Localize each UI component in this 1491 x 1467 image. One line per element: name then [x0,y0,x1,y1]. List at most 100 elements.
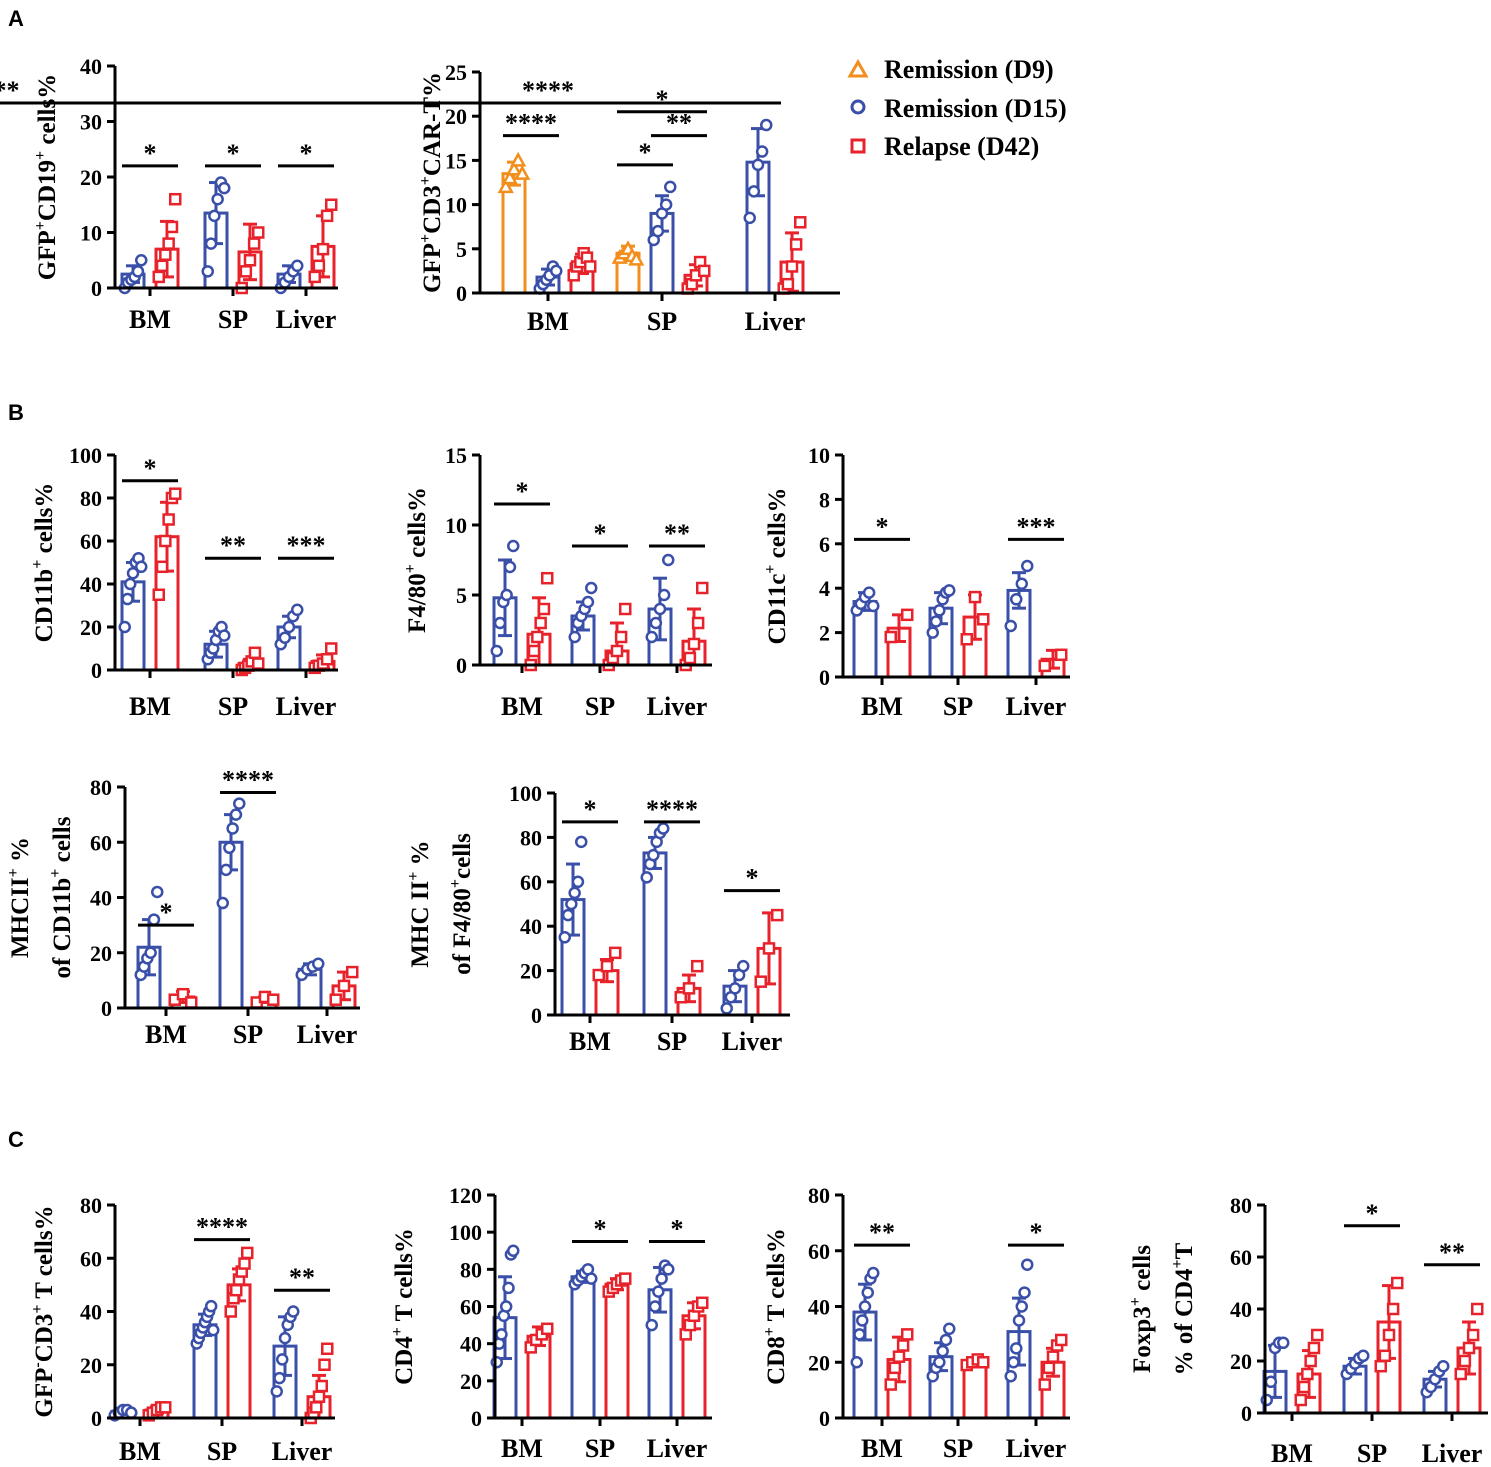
y-tick-label: 0 [91,1406,102,1431]
point-square [1311,1328,1324,1342]
point-square [1055,1333,1068,1347]
bar-group-d15 [295,957,325,1010]
point-circle [585,1272,598,1285]
point-circle [943,1322,956,1336]
point-circle [755,145,769,158]
y-axis-label: F4/80+ cells% [402,487,431,633]
point-circle [862,586,876,599]
point-circle [126,567,140,580]
point-square [185,996,198,1009]
significance-label: * [594,519,607,548]
bar-group-d15 [190,1299,220,1420]
point-square [1294,1393,1307,1407]
point-circle [273,1371,286,1385]
point-circle [1007,1356,1020,1369]
y-axis-label: GFP-CD3+ T cells% [29,1205,58,1417]
point-circle [500,588,513,602]
point-square [884,1378,897,1391]
point-square [794,216,807,229]
point-square [762,942,776,955]
y-tick-label: 10 [808,443,830,468]
y-tick-label: 20 [80,615,102,640]
x-tick-label: BM [501,1434,543,1463]
point-square [312,1390,326,1403]
bar-group-d42 [592,946,622,1017]
point-square [1304,1354,1317,1368]
point-square [159,248,172,261]
significance-label: ** [1439,1238,1465,1267]
point-circle [1010,593,1023,606]
bar-group-d15 [568,1263,598,1420]
point-square [696,1296,709,1310]
point-square [247,237,261,250]
significance-label: * [594,1214,607,1243]
point-square [534,616,547,630]
bar-group-d15 [1420,1359,1450,1415]
point-circle [218,181,231,195]
point-circle [226,822,239,835]
bar-group-d9 [611,240,645,295]
bar [570,1275,596,1420]
y-tick-label: 0 [471,1406,482,1431]
point-circle [645,630,658,644]
point-circle [1010,1342,1023,1355]
legend: Remission (D9) Remission (D15) Relapse (… [847,55,1067,161]
point-circle [1264,1375,1278,1389]
point-square [892,1350,906,1363]
significance-label: *** [0,76,20,105]
point-circle [571,875,585,889]
y-tick-label: 15 [445,443,467,468]
ylabel-part: + [762,565,779,574]
point-square [1454,1367,1467,1381]
point-square [977,1356,990,1369]
bar-group-d15 [850,1266,880,1420]
point-square [325,198,338,211]
y-axis-label-2: of F4/80+cells [447,833,476,975]
bar-group-d42 [679,581,709,672]
bar-group-d42 [524,1322,554,1420]
significance-label: ** [869,1218,895,1247]
point-circle [651,224,665,238]
x-tick-label: Liver [276,305,337,334]
ylabel-part: T cells% [31,1205,58,1304]
y-tick-label: 0 [819,665,830,690]
chart-c2: 0 20 40 60 80 100 120 BM SP Liver CD4+ T cells% * * [389,1183,712,1463]
point-circle [747,185,761,198]
point-square [1055,648,1068,662]
y-tick-label: 20 [90,941,112,966]
significance-label: **** [646,795,698,824]
point-circle [664,180,677,194]
y-tick-label: 20 [80,165,102,190]
bar-group-d15 [558,835,588,1017]
bar-group-d15 [647,180,677,295]
y-tick-label: 25 [445,60,467,85]
y-tick-label: 40 [80,54,102,79]
x-tick-label: Liver [297,1020,358,1049]
point-circle [858,1300,872,1313]
point-circle [1021,1258,1034,1271]
ylabel-part: of CD11b [49,878,76,979]
y-tick-label: 2 [819,621,830,646]
y-axis-label-2: of CD11b+ cells [47,816,76,978]
bar-group-d42 [777,216,807,295]
ylabel-part: + [29,560,46,569]
point-circle [728,982,742,995]
bar-group-d42 [1294,1328,1324,1415]
ylabel-part: cells% [34,74,61,151]
significance-label: **** [222,766,274,795]
ylabel-part: cells% [31,483,58,560]
ylabel-part: of F4/80 [449,888,476,975]
ylabel-part: F4/80 [404,573,431,633]
ylabel-part: GFP [31,1368,58,1418]
ylabel-part: cells [449,833,476,879]
x-tick-label: SP [218,692,248,721]
point-triangle [628,250,645,266]
point-square [241,1246,254,1260]
ylabel-part: Foxp3 [1129,1306,1156,1373]
point-circle [853,1328,866,1341]
point-circle [1015,577,1028,591]
point-square [267,993,280,1006]
